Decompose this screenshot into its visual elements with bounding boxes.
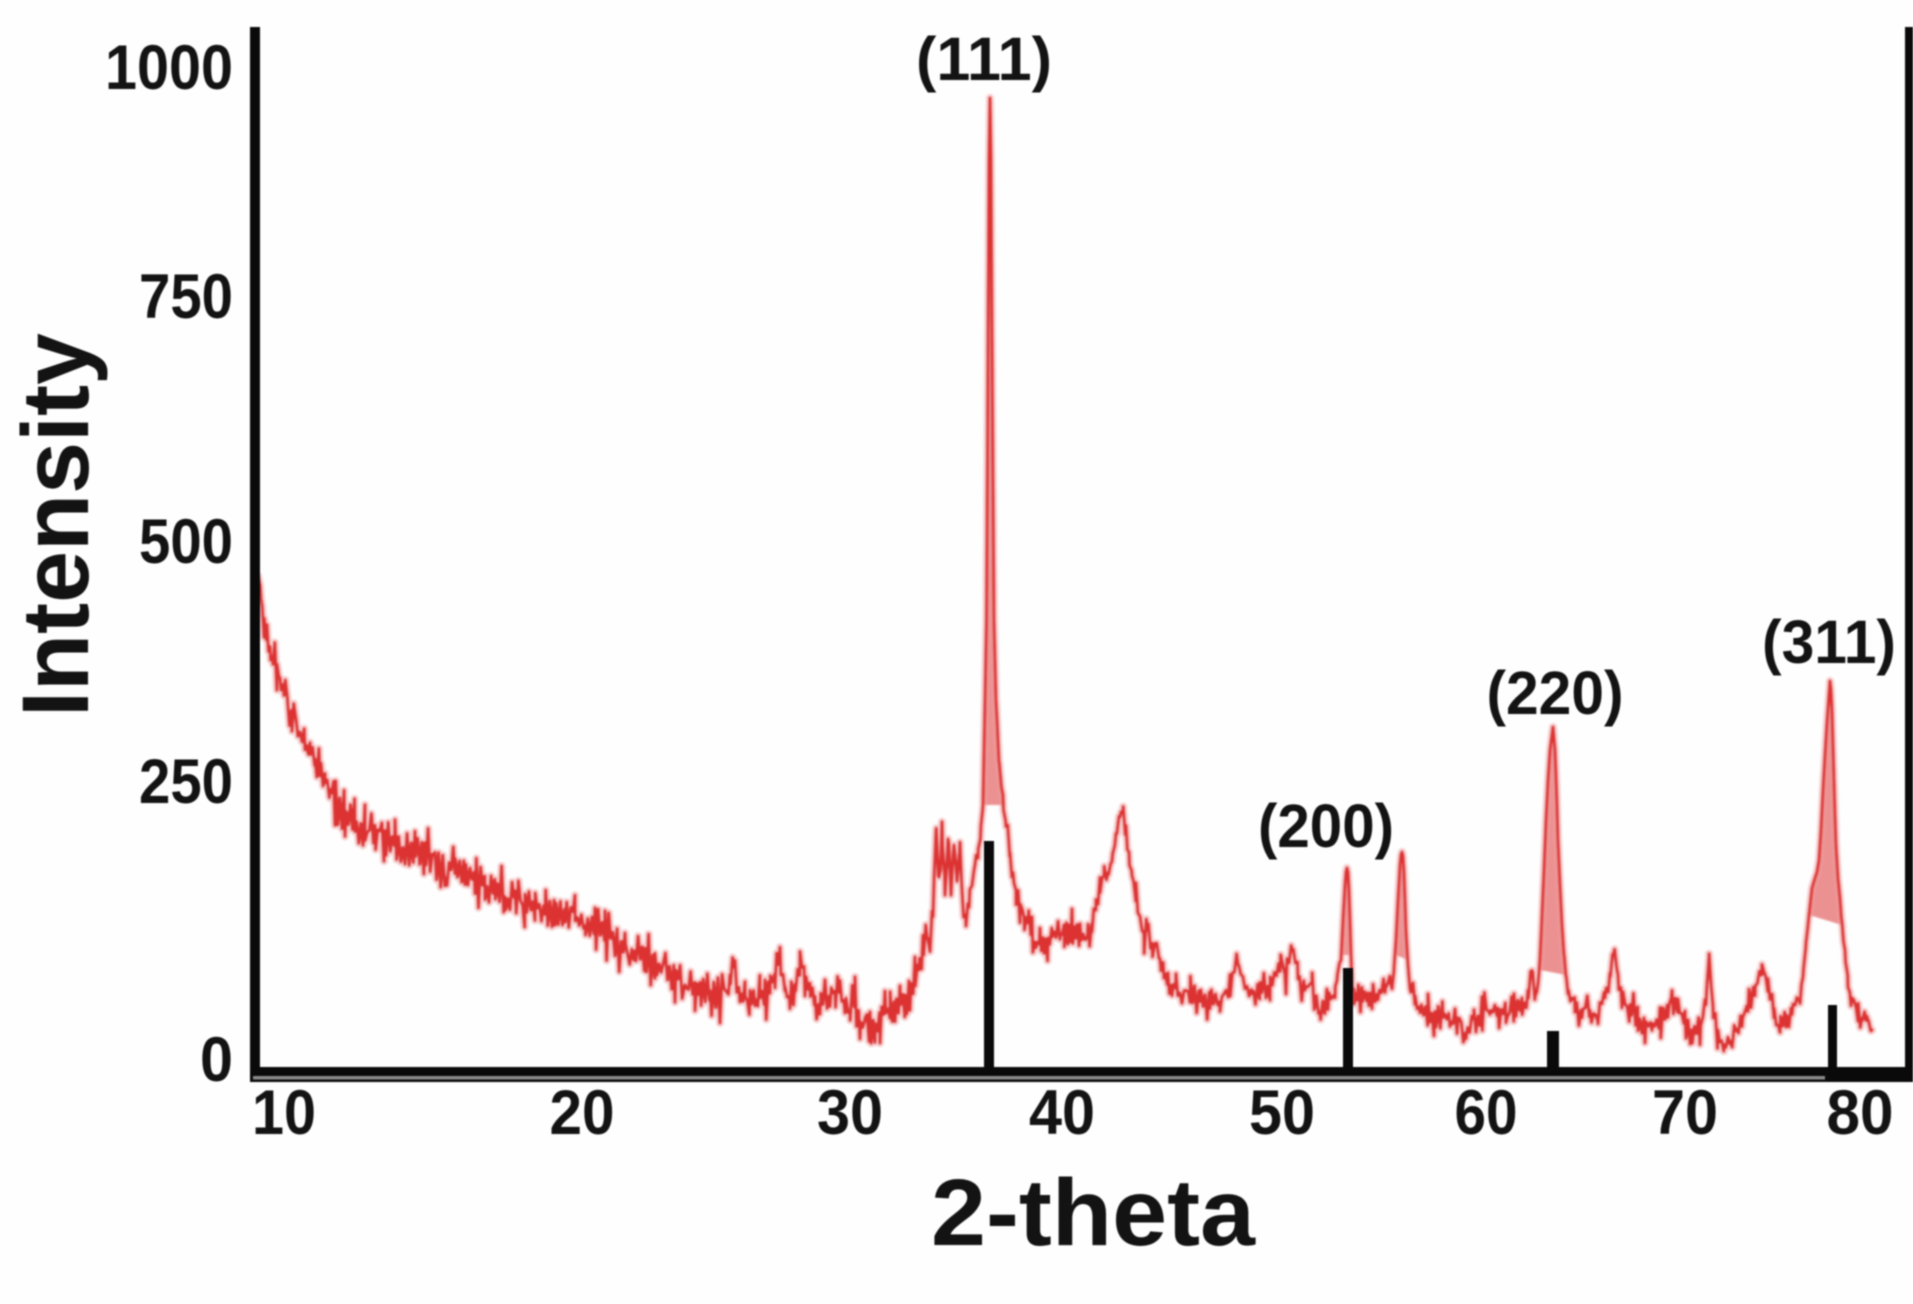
- svg-text:750: 750: [139, 262, 233, 332]
- svg-text:30: 30: [817, 1078, 883, 1148]
- svg-text:0: 0: [200, 1025, 233, 1095]
- svg-text:2-theta: 2-theta: [931, 1160, 1256, 1266]
- svg-text:(200): (200): [1258, 792, 1394, 860]
- svg-text:(311): (311): [1762, 608, 1896, 676]
- svg-text:500: 500: [139, 507, 233, 577]
- svg-text:10: 10: [252, 1078, 316, 1148]
- svg-text:80: 80: [1827, 1078, 1894, 1148]
- svg-text:50: 50: [1249, 1078, 1315, 1148]
- svg-text:Intensity: Intensity: [3, 333, 109, 717]
- svg-text:20: 20: [550, 1078, 615, 1148]
- svg-text:250: 250: [139, 747, 233, 817]
- svg-text:(111): (111): [916, 25, 1052, 93]
- svg-text:40: 40: [1029, 1078, 1095, 1148]
- svg-text:1000: 1000: [105, 33, 233, 103]
- svg-text:60: 60: [1455, 1078, 1518, 1148]
- svg-text:70: 70: [1652, 1078, 1718, 1148]
- svg-text:(220): (220): [1487, 659, 1624, 727]
